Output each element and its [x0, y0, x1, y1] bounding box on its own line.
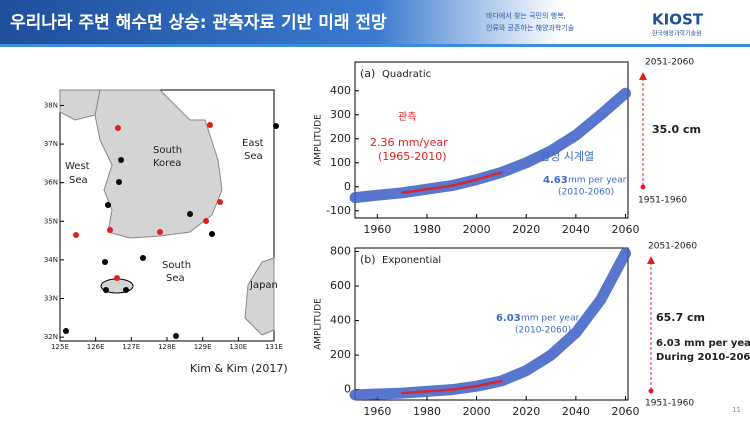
annotation: 2051-2060	[648, 242, 697, 252]
annotation: 6.03 mm per year	[656, 338, 750, 349]
annotation: mm per year	[568, 176, 627, 186]
stations-red	[73, 122, 223, 281]
annotation: 35.0 cm	[652, 123, 701, 136]
annotation: 1951-1960	[645, 399, 694, 409]
panel-label: (a)	[360, 67, 375, 80]
map-tick-label: 34N	[44, 256, 58, 264]
y-tick-label: 200	[330, 348, 351, 361]
map-tick-label: 125E	[51, 343, 69, 351]
annotation: 6.03	[496, 313, 521, 324]
y-tick-label: 0	[344, 383, 351, 396]
logo: KIOST	[652, 11, 704, 29]
y-axis-label: AMPLITUDE	[314, 114, 324, 166]
map-label: Korea	[153, 158, 181, 169]
map-tick-label: 38N	[44, 101, 58, 109]
map-label: East	[242, 138, 264, 149]
x-tick-label: 2020	[512, 223, 540, 236]
arrow-dot	[640, 184, 646, 190]
chart-title: Quadratic	[382, 69, 431, 80]
map-tick-label: 128E	[158, 343, 176, 351]
annotation: 4.63	[543, 175, 568, 186]
x-tick-label: 2040	[562, 405, 590, 418]
annotation: 2051-2060	[645, 58, 694, 68]
arrow-dot	[648, 388, 654, 394]
map-label: Sea	[244, 151, 263, 162]
y-tick-label: 300	[330, 108, 351, 121]
y-tick-label: 400	[330, 314, 351, 327]
map-tick-label: 131E	[265, 343, 283, 351]
map-tick-label: 130E	[229, 343, 247, 351]
y-tick-label: 200	[330, 132, 351, 145]
x-tick-label: 1960	[363, 223, 391, 236]
annotation: 65.7 cm	[656, 311, 705, 324]
y-tick-label: 800	[330, 244, 351, 257]
x-tick-label: 2000	[463, 405, 491, 418]
north-land	[59, 89, 101, 121]
y-tick-label: 100	[330, 156, 351, 169]
map: West Sea South Korea East Sea South Sea …	[44, 89, 288, 375]
map-label: Sea	[166, 273, 185, 284]
map-tick-label: 35N	[44, 217, 58, 225]
japan-land	[244, 257, 275, 336]
map-tick-label: 126E	[87, 343, 105, 351]
header-rule	[0, 44, 750, 47]
korea-land	[94, 89, 223, 239]
arrow-head	[639, 72, 647, 80]
legend-label: 관측	[398, 111, 416, 123]
panel-label: (b)	[360, 253, 376, 266]
y-tick-label: 400	[330, 84, 351, 97]
x-tick-label: 2020	[512, 405, 540, 418]
x-tick-label: 2060	[612, 223, 640, 236]
x-tick-label: 2040	[562, 223, 590, 236]
y-tick-label: 0	[344, 180, 351, 193]
y-tick-label: 600	[330, 279, 351, 292]
stations	[63, 123, 279, 339]
map-tick-label: 32N	[44, 333, 58, 341]
x-tick-label: 2000	[463, 223, 491, 236]
header-bar	[0, 0, 750, 44]
page-number: 11	[732, 406, 741, 414]
map-tick-label: 127E	[122, 343, 140, 351]
map-tick-label: 36N	[44, 179, 58, 187]
slogan: 바다에서 찾는 국민의 행복,	[486, 11, 566, 20]
x-tick-label: 1980	[413, 223, 441, 236]
observed-line	[400, 379, 503, 395]
slogan: 인류와 공존하는 해양과학기술	[486, 23, 575, 32]
slide-title: 우리나라 주변 해수면 상승: 관측자료 기반 미래 전망	[10, 13, 387, 33]
x-tick-label: 1960	[363, 405, 391, 418]
map-label: South	[162, 260, 191, 271]
map-tick-label: 33N	[44, 295, 58, 303]
map-source: Kim & Kim (2017)	[190, 362, 288, 375]
map-label: South	[153, 145, 182, 156]
map-label: Sea	[69, 175, 88, 186]
map-label: West	[65, 161, 90, 172]
annotation: 1951-1960	[638, 196, 687, 206]
legend-label: 합성 시계열	[540, 150, 594, 163]
y-axis-label: AMPLITUDE	[314, 298, 324, 350]
logo-sub: 한국해양과학기술원	[652, 30, 702, 38]
annotation: (1965-2010)	[378, 150, 447, 163]
annotation: 2.36 mm/year	[370, 136, 448, 149]
x-tick-label: 1980	[413, 405, 441, 418]
arrow-head	[647, 256, 655, 264]
map-tick-label: 129E	[194, 343, 212, 351]
map-tick-label: 37N	[44, 140, 58, 148]
annotation: (2010-2060)	[558, 188, 614, 198]
annotation: During 2010-2060	[656, 352, 750, 363]
chart-title: Exponential	[382, 255, 441, 266]
map-label: Japan	[249, 280, 278, 291]
annotation: (2010-2060)	[515, 326, 571, 336]
annotation: mm per year	[521, 314, 580, 324]
x-tick-label: 2060	[612, 405, 640, 418]
y-tick-label: -100	[326, 204, 351, 217]
observed-line	[400, 171, 503, 195]
